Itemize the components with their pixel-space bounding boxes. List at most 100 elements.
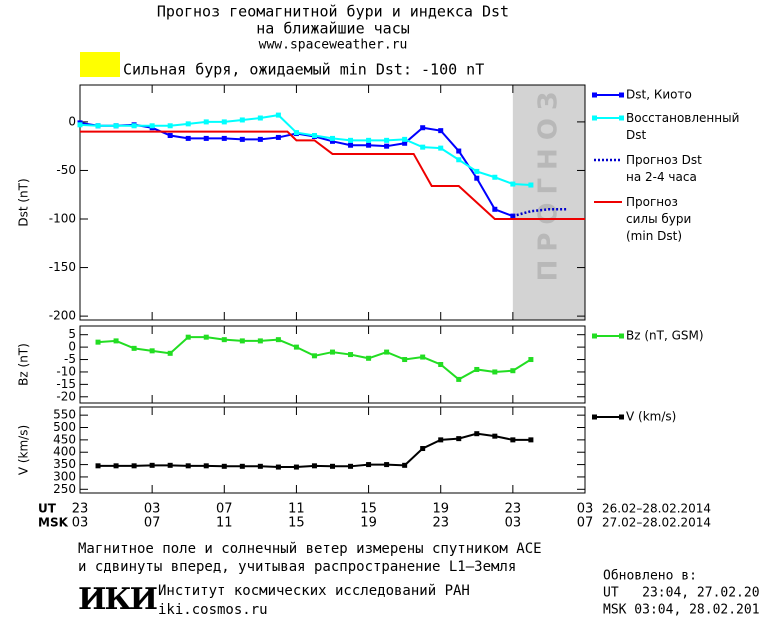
legend-marker [592,414,597,420]
subtitle: на ближайшие часы [256,20,410,38]
y-tick-label: 0 [68,340,76,354]
x-tick-label: 11 [288,502,305,517]
legend-label: Dst, Киото [626,88,692,102]
series-line [79,114,531,187]
title: Прогноз геомагнитной бури и индекса Dst [157,3,509,21]
data-point [203,119,209,125]
y-tick-label: -20 [56,389,76,403]
legend-marker [619,92,624,98]
data-point [456,148,462,154]
data-point [239,136,245,142]
data-point [95,463,101,469]
logo: ИКИ [78,582,157,617]
data-point [275,112,281,118]
y-axis-label: Bz (nT) [17,343,31,386]
data-point [474,175,480,181]
series-line [79,121,514,218]
y-tick-label: 450 [53,432,76,446]
x-tick-label: 15 [360,502,377,517]
data-point [131,123,137,129]
legend-marker [592,92,597,98]
data-point [275,134,281,140]
data-point [366,137,372,143]
legend-marker [592,115,597,121]
data-point [221,463,227,469]
url: www.spaceweather.ru [259,38,408,53]
data-point [149,123,155,129]
data-point [311,463,317,469]
y-tick-label: 250 [53,482,76,496]
data-point [474,431,480,437]
series-line [98,432,531,469]
y-tick-label: 0 [68,114,76,128]
data-point [438,145,444,151]
data-point [438,362,444,367]
data-point [402,140,408,146]
plot-frame [79,325,586,404]
data-point [420,354,426,360]
x-date-range: 26.02–28.02.2014 [602,502,711,516]
data-point [239,463,245,469]
data-point [257,136,263,142]
x-tick-label-msk: 19 [360,516,377,531]
y-tick-label: 500 [53,420,76,434]
site: iki.cosmos.ru [158,602,268,618]
legend-marker [619,115,624,121]
y-tick-label: 5 [68,327,76,341]
data-point [510,181,516,187]
data-point [510,368,516,374]
x-row-label: UT [38,502,57,516]
data-point [167,350,173,356]
x-tick-label-msk: 15 [288,516,305,531]
data-point [185,121,191,127]
data-point [203,334,209,340]
data-point [293,464,299,470]
data-point [330,138,335,144]
legend-marker [619,414,624,420]
legend-label: Прогноз Dst на 2-4 часа [626,153,702,184]
data-point [528,182,534,188]
x-tick-label-msk: 07 [577,516,594,531]
data-point [257,463,263,469]
data-point [492,369,498,375]
x-tick-label: 23 [505,502,522,517]
data-point [257,115,263,121]
updated-msk: MSK 03:04, 28.02.2014 [603,603,760,618]
x-tick-label: 23 [72,502,89,517]
data-point [402,136,408,142]
x-tick-label-msk: 11 [216,516,233,531]
data-point [366,462,372,468]
data-point [474,366,480,372]
legend-label: V (km/s) [626,410,676,424]
series-line [80,130,585,221]
data-point [366,142,372,148]
data-point [528,437,534,443]
data-point [456,157,462,163]
forecast-band [512,85,585,320]
updated-label: Обновлено в: [603,569,697,584]
data-point [131,463,137,469]
x-tick-label-msk: 23 [432,516,449,531]
data-point [293,130,299,136]
data-point [420,125,426,131]
data-point [113,463,119,469]
data-point [275,464,281,470]
data-point [456,436,462,442]
data-point [438,128,444,134]
data-point [492,174,498,180]
series-line [512,208,567,218]
data-point [438,437,444,443]
data-point [456,376,462,382]
y-tick-label: 350 [53,457,76,471]
data-point [167,132,173,138]
data-point [474,168,480,174]
y-tick-label: 550 [53,408,76,422]
data-point [239,117,245,123]
data-point [293,344,299,350]
data-point [348,463,354,469]
updated-ut: UT 23:04, 27.02.2014 [603,586,760,601]
x-tick-label: 03 [577,502,594,517]
data-point [95,339,101,345]
y-tick-label: -15 [56,377,76,391]
